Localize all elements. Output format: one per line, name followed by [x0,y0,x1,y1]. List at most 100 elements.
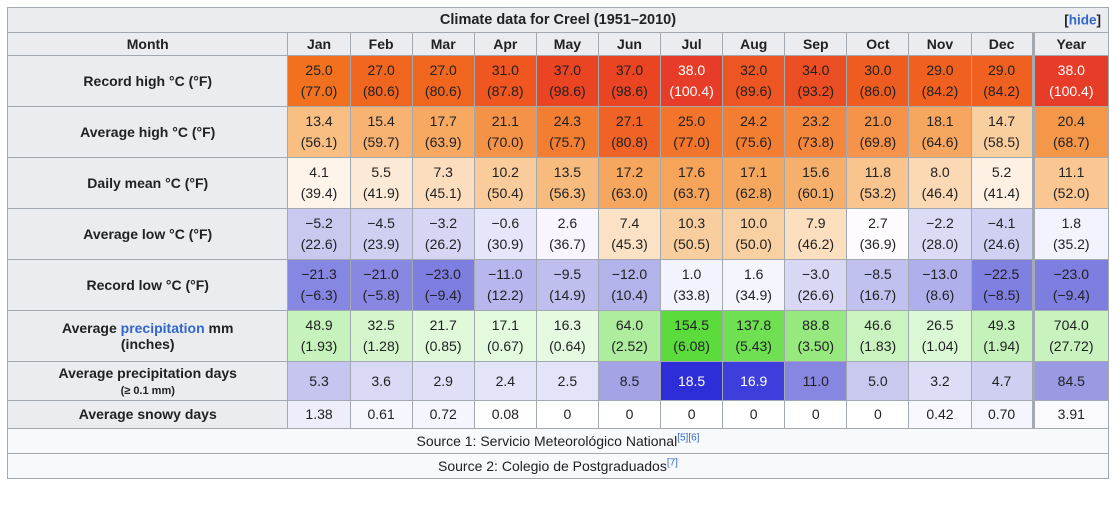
table-cell: 10.0 (50.0) [722,208,786,260]
precipitation-link[interactable]: precipitation [120,320,205,336]
column-header-dec: Dec [970,32,1034,56]
table-cell: 27.0 (80.6) [349,55,413,107]
table-cell: 64.0 (2.52) [597,310,662,362]
column-header-apr: Apr [473,32,537,56]
table-cell: −3.0 (26.6) [784,259,848,311]
table-cell: 8.0 (46.4) [908,157,972,209]
hide-toggle[interactable]: [hide] [1064,13,1101,28]
climate-table: Climate data for Creel (1951–2010) [hide… [6,7,1110,479]
table-row: Average snowy days 1.38 0.61 0.72 0.08 0 0 0 0 0 0… [6,400,1110,429]
table-cell: 31.0 (87.8) [473,55,537,107]
table-cell: −8.5 (16.7) [846,259,910,311]
table-cell: −2.2 (28.0) [908,208,972,260]
table-cell: 27.1 (80.8) [597,106,662,158]
column-header-nov: Nov [908,32,972,56]
row-label: Daily mean °C (°F) [6,157,289,209]
citation-ref[interactable]: [6] [688,432,700,444]
table-cell: 0 [784,400,848,429]
table-cell: 5.3 [287,361,351,401]
table-cell: 0.70 [970,400,1034,429]
table-cell: −0.6 (30.9) [473,208,537,260]
table-cell: 704.0 (27.72) [1031,310,1110,362]
table-row: Average low °C (°F) −5.2 (22.6) −4.5 (23.9) −… [6,208,1110,260]
table-cell: 13.4 (56.1) [287,106,351,158]
month-column-header: Month [6,32,289,56]
row-label: Record high °C (°F) [6,55,289,107]
table-cell: −23.0 (−9.4) [1031,259,1110,311]
table-cell: −12.0 (10.4) [597,259,662,311]
table-cell: 2.4 [473,361,537,401]
table-cell: 3.6 [349,361,413,401]
column-header-sep: Sep [784,32,848,56]
table-cell: 1.8 (35.2) [1031,208,1110,260]
table-cell: 15.4 (59.7) [349,106,413,158]
table-cell: 154.5 (6.08) [660,310,724,362]
table-cell: 24.2 (75.6) [722,106,786,158]
table-cell: 84.5 [1031,361,1110,401]
table-cell: −5.2 (22.6) [287,208,351,260]
column-header-may: May [535,32,599,56]
table-cell: 16.9 [722,361,786,401]
table-cell: −13.0 (8.6) [908,259,972,311]
table-cell: 32.0 (89.6) [722,55,786,107]
table-cell: 34.0 (93.2) [784,55,848,107]
table-cell: 17.6 (63.7) [660,157,724,209]
table-cell: 4.1 (39.4) [287,157,351,209]
table-cell: −4.1 (24.6) [970,208,1034,260]
hide-link[interactable]: hide [1068,12,1097,28]
row-label-text: Average precipitation days [58,365,237,381]
citation-ref[interactable]: [7] [666,457,678,469]
table-cell: 3.2 [908,361,972,401]
table-row: Daily mean °C (°F) 4.1 (39.4) 5.5 (41.9) 7.3(… [6,157,1110,209]
table-cell: 0.08 [473,400,537,429]
table-cell: 17.1 (62.8) [722,157,786,209]
column-header-year: Year [1031,32,1110,56]
column-header-mar: Mar [411,32,475,56]
table-cell: 4.7 [970,361,1034,401]
table-cell: 17.2 (63.0) [597,157,662,209]
row-label-text: Average low °C (°F) [83,226,213,242]
table-row: Record high °C (°F) 25.0 (77.0) 27.0 (80.6) 2… [6,55,1110,107]
table-cell: 10.2 (50.4) [473,157,537,209]
table-cell: 1.6 (34.9) [722,259,786,311]
row-label: Average precipitation mm (inches) [6,310,289,362]
row-label-text: Average high °C (°F) [80,124,216,140]
table-cell: 21.1 (70.0) [473,106,537,158]
table-cell: 18.5 [660,361,724,401]
table-cell: 8.5 [597,361,662,401]
column-header-jul: Jul [660,32,724,56]
page: Climate data for Creel (1951–2010) [hide… [6,7,1110,479]
table-cell: 7.3 (45.1) [411,157,475,209]
table-cell: 5.5 (41.9) [349,157,413,209]
row-label-text: (inches) [120,336,175,352]
row-label-text: Average [62,320,121,336]
table-cell: 20.4 (68.7) [1031,106,1110,158]
table-cell: 5.0 [846,361,910,401]
table-cell: 48.9 (1.93) [287,310,351,362]
citation-ref[interactable]: [5] [677,432,689,444]
table-cell: 10.3 (50.5) [660,208,724,260]
column-header-row: Month Jan Feb Mar Apr May Jun Jul Aug Sep Oct Nov De… [6,32,1110,56]
bracket-close: ] [1096,12,1102,28]
table-cell: 7.9 (46.2) [784,208,848,260]
column-header-jan: Jan [287,32,351,56]
source-text: Source 2: Colegio de Postgraduados [438,457,667,474]
table-cell: 14.7 (58.5) [970,106,1034,158]
table-cell: 0.42 [908,400,972,429]
row-label-text: (≥ 0.1 mm) [120,385,175,397]
row-label: Average precipitation days (≥ 0.1 mm) [6,361,289,401]
table-cell: 0 [660,400,724,429]
row-label: Average low °C (°F) [6,208,289,260]
row-label-text: Record high °C (°F) [83,73,213,89]
table-cell: 29.0 (84.2) [970,55,1034,107]
table-row: Average high °C (°F) 13.4 (56.1) 15.4 (59.7)… [6,106,1110,158]
table-cell: 17.7 (63.9) [411,106,475,158]
table-cell: 17.1 (0.67) [473,310,537,362]
table-cell: 3.91 [1031,400,1110,429]
table-cell: 5.2 (41.4) [970,157,1034,209]
row-label-text: Record low °C (°F) [86,277,209,293]
table-cell: 46.6 (1.83) [846,310,910,362]
table-cell: 2.6 (36.7) [535,208,599,260]
row-label: Average snowy days [6,400,289,429]
table-cell: 2.5 [535,361,599,401]
